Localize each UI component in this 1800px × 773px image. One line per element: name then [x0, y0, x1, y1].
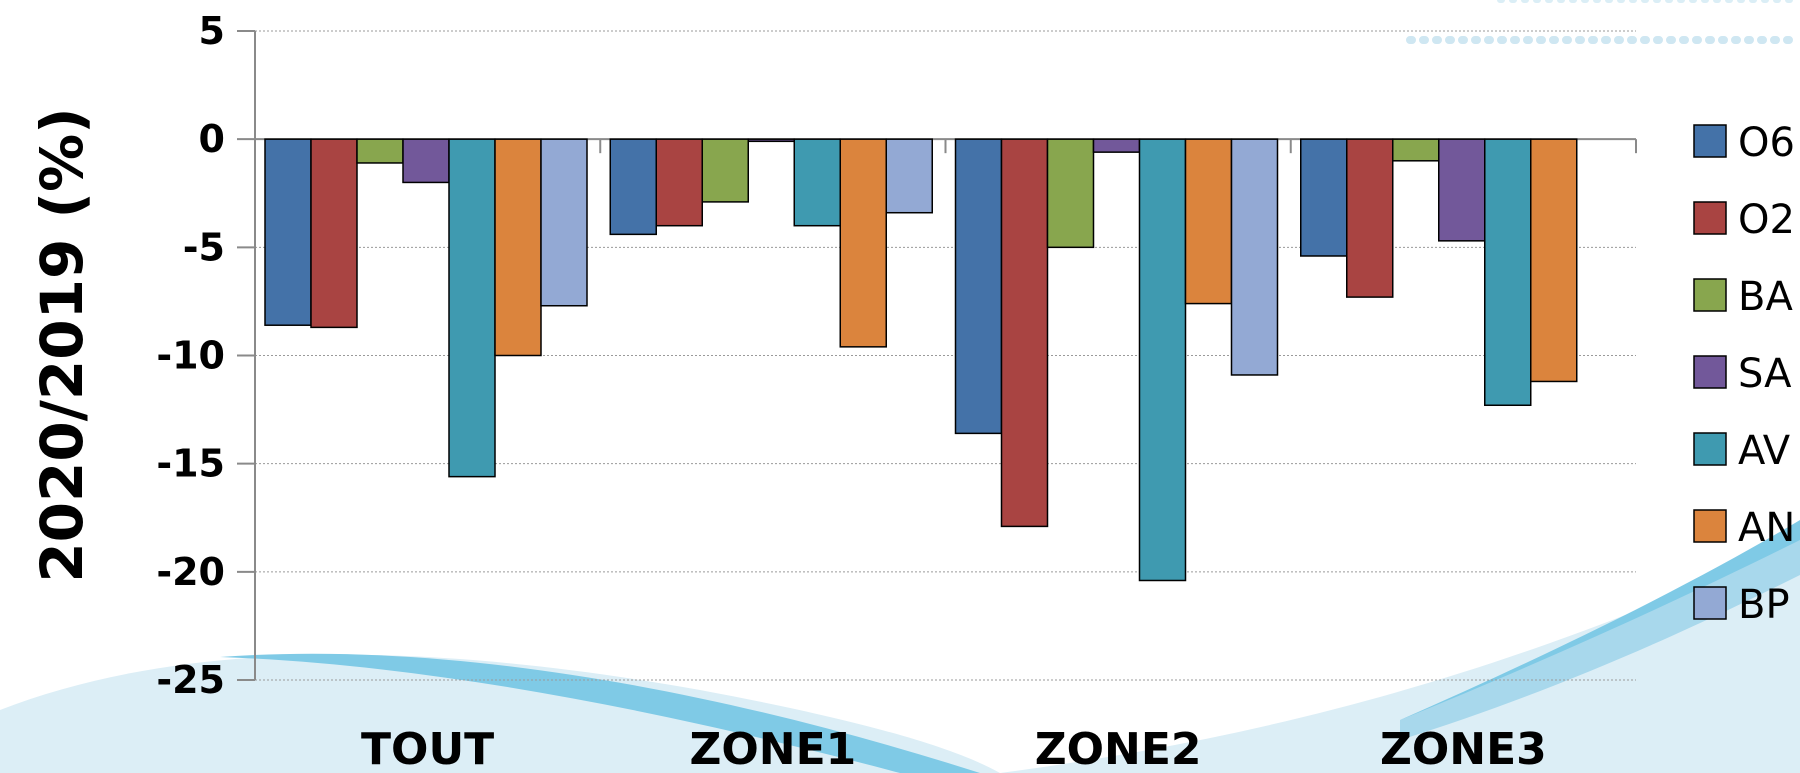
y-axis-label: 2020/2019 (%): [28, 107, 96, 582]
legend-label: AN: [1738, 505, 1795, 551]
bar-zone2-bp: [1230, 138, 1279, 376]
legend-item-av: AV: [1693, 428, 1791, 474]
legend-swatch: [1693, 355, 1727, 389]
bar-zone2-an: [1184, 138, 1233, 305]
legend-swatch: [1693, 124, 1727, 158]
legend-item-o6: O6: [1693, 120, 1795, 166]
bar-zone1-o6: [609, 138, 657, 236]
bar-tout-o6: [264, 138, 312, 326]
legend-swatch: [1693, 201, 1727, 235]
bar-zone1-o2: [655, 138, 703, 227]
y-tick-label: -15: [156, 442, 225, 486]
legend-swatch: [1693, 432, 1727, 466]
legend-label: O2: [1738, 197, 1795, 243]
bar-zone3-av: [1484, 138, 1532, 407]
y-tick-label: -25: [156, 658, 225, 702]
y-tick-label: -20: [156, 550, 225, 594]
bar-zone1-an: [839, 138, 887, 348]
legend-swatch: [1693, 278, 1727, 312]
bar-tout-ba: [356, 138, 404, 164]
bar-tout-o2: [310, 138, 358, 329]
category-label: TOUT: [361, 724, 494, 773]
legend-item-ba: BA: [1693, 274, 1793, 320]
y-tick-label: -5: [183, 225, 225, 269]
category-label: ZONE2: [1035, 724, 1202, 773]
y-tick-labels: 5 0 -5 -10 -15 -20 -25: [156, 9, 225, 702]
legend-label: BP: [1738, 582, 1790, 628]
legend-item-bp: BP: [1693, 582, 1790, 628]
category-labels: TOUT ZONE1 ZONE2 ZONE3: [361, 724, 1547, 773]
bar-zone1-ba: [701, 138, 749, 203]
bar-tout-av: [448, 138, 496, 478]
bar-zone1-bp: [885, 138, 933, 214]
legend-item-an: AN: [1693, 505, 1795, 551]
legend-label: SA: [1738, 351, 1792, 397]
bar-tout-bp: [540, 138, 588, 307]
y-tick-label: 5: [199, 9, 225, 53]
bar-zone3-ba: [1392, 138, 1440, 162]
bar-zone3-o2: [1346, 138, 1394, 298]
bar-zone2-o2: [1000, 138, 1049, 528]
bar-tout-sa: [402, 138, 450, 184]
bar-zone2-ba: [1046, 138, 1095, 249]
legend-swatch: [1693, 509, 1727, 543]
y-tick-label: 0: [199, 117, 225, 161]
category-label: ZONE1: [689, 724, 856, 773]
y-tick-label: -10: [156, 334, 225, 378]
bar-zone2-av: [1138, 138, 1187, 582]
legend-item-sa: SA: [1693, 351, 1792, 397]
bar-zone3-sa: [1438, 138, 1486, 242]
legend-label: AV: [1738, 428, 1791, 474]
category-label: ZONE3: [1380, 724, 1547, 773]
legend-item-o2: O2: [1693, 197, 1795, 243]
bar-zone2-sa: [1092, 138, 1141, 153]
legend: O6 O2 BA SA AV AN BP: [1693, 120, 1795, 628]
bar-zone2-o6: [954, 138, 1003, 435]
legend-label: BA: [1738, 274, 1793, 320]
bar-zone1-av: [793, 138, 841, 227]
legend-swatch: [1693, 586, 1727, 620]
bar-zone3-an: [1530, 138, 1578, 383]
bars: [264, 138, 1578, 582]
bar-zone1-sa: [747, 138, 795, 143]
bar-tout-an: [494, 138, 542, 357]
bar-zone3-o6: [1300, 138, 1348, 257]
legend-label: O6: [1738, 120, 1795, 166]
